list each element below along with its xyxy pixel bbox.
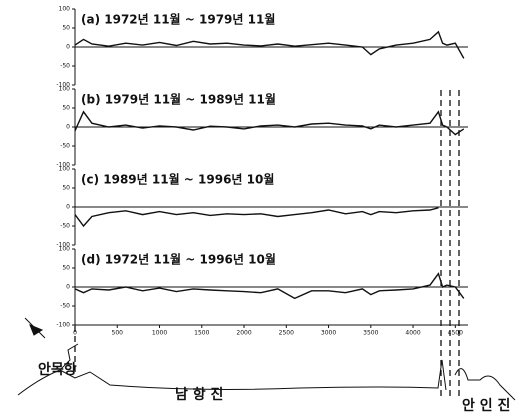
map-label: 안목항: [38, 361, 77, 378]
y-tick-label: 50: [62, 185, 70, 192]
x-tick-label: 3000: [321, 330, 336, 337]
y-tick-label: 100: [59, 246, 71, 253]
y-tick-label: 100: [59, 86, 71, 93]
x-tick-label: 1000: [152, 330, 167, 337]
y-tick-label: 0: [66, 204, 70, 211]
y-tick-label: -50: [60, 223, 70, 230]
y-tick-label: -50: [60, 303, 70, 310]
x-tick-label: 4500: [448, 330, 463, 337]
panel-title: (b) 1979년 11월 ~ 1989년 11월: [81, 92, 276, 107]
x-tick-label: 2500: [279, 330, 294, 337]
x-tick-label: 4000: [405, 330, 420, 337]
y-tick-label: -100: [56, 82, 70, 89]
x-tick-label: 3500: [363, 330, 378, 337]
map-label: 남 항 진: [175, 386, 223, 403]
x-tick-label: 1500: [194, 330, 209, 337]
x-tick-label: 2000: [236, 330, 251, 337]
coast-sketch: [17, 317, 516, 401]
reference-lines: [74, 90, 460, 400]
y-tick-label: 50: [62, 265, 70, 272]
y-tick-label: 0: [66, 44, 70, 51]
x-tick-label: 500: [112, 330, 124, 337]
y-tick-label: 0: [66, 124, 70, 131]
y-tick-label: -100: [56, 162, 70, 169]
y-tick-label: -100: [56, 242, 70, 249]
y-tick-label: 100: [59, 6, 71, 13]
map-label: 안 인 진: [462, 397, 510, 414]
y-tick-label: 50: [62, 25, 70, 32]
data-line: [74, 207, 439, 228]
panel-title: (c) 1989년 11월 ~ 1996년 10월: [81, 172, 274, 187]
y-tick-label: -50: [60, 143, 70, 150]
data-line: [74, 110, 465, 136]
panel-title: (d) 1972년 11월 ~ 1996년 10월: [81, 252, 276, 267]
y-tick-label: 0: [66, 284, 70, 291]
x-tick-label: 0: [73, 330, 77, 337]
data-line: [74, 30, 465, 59]
y-tick-label: -50: [60, 63, 70, 70]
data-line: [74, 272, 465, 300]
y-tick-label: 50: [62, 105, 70, 112]
y-tick-label: 100: [59, 166, 71, 173]
y-tick-label: -100: [56, 322, 70, 329]
panel-title: (a) 1972년 11월 ~ 1979년 11월: [81, 12, 275, 27]
